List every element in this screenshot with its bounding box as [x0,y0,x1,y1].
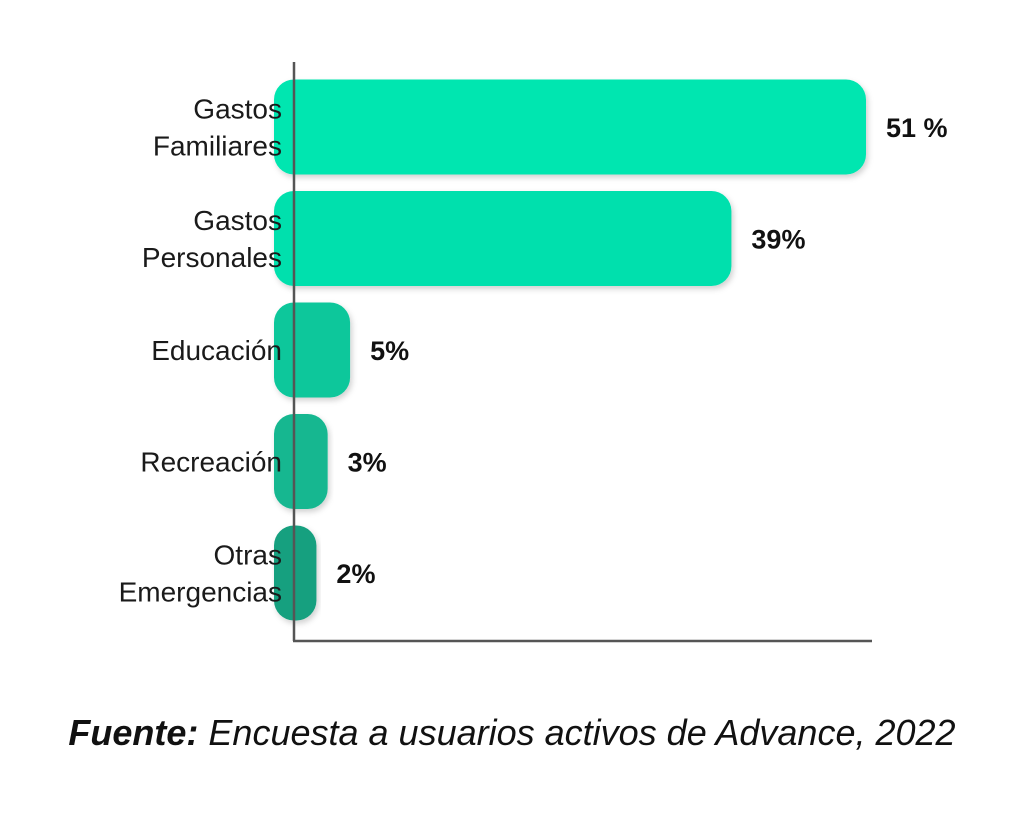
category-label-line: Gastos [193,94,282,125]
category-label-4: Otras Emergencias [119,540,282,608]
category-label-line: Gastos [193,205,282,236]
value-label-1: 39% [751,225,805,255]
category-label-line: Familiares [153,131,282,162]
value-label-0: 51 % [886,113,948,143]
source-caption: Fuente: Encuesta a usuarios activos de A… [0,712,1024,754]
value-label-3: 3% [348,448,387,478]
bar-2 [274,302,351,398]
value-label-2: 5% [370,336,409,366]
category-label-3: Recreación [140,447,282,478]
category-label-line: Educación [151,335,282,366]
bar-1 [274,191,732,286]
value-label-4: 2% [336,559,375,589]
bar-0 [274,79,866,175]
bar-3 [274,414,328,509]
category-label-line: Otras [214,540,282,571]
category-label-line: Personales [142,242,282,273]
category-label-0: Gastos Familiares [153,94,282,162]
category-label-2: Educación [151,335,282,366]
category-label-1: Gastos Personales [142,205,282,273]
source-label: Fuente: [68,712,199,753]
source-text: Encuesta a usuarios activos de Advance, … [198,712,956,753]
category-label-line: Recreación [140,447,282,478]
bar-chart: 51 % Gastos Familiares 39% Gastos Personales 5… [119,62,948,643]
category-label-line: Emergencias [119,577,282,608]
